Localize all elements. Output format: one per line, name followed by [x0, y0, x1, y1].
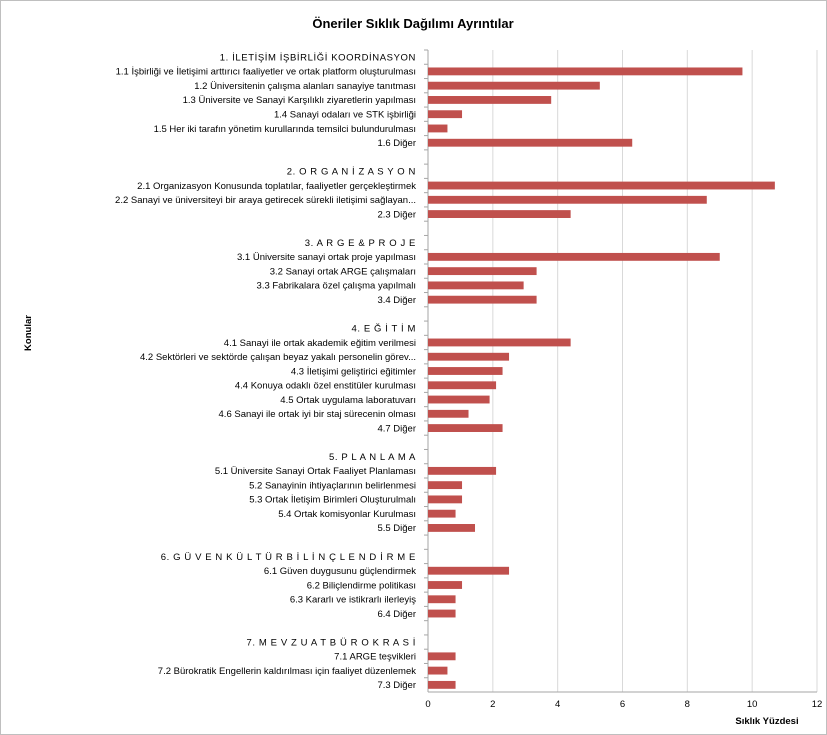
category-label: 5.4 Ortak komisyonlar Kurulması	[278, 509, 416, 520]
bar	[428, 680, 456, 689]
category-label: 7.1 ARGE teşvikleri	[334, 652, 416, 663]
bar	[428, 338, 571, 347]
category-label: 4.4 Konuya odaklı özel enstitüler kurulm…	[235, 381, 416, 392]
category-group-label: 7. M E V Z U A T B Ü R O K R A S İ	[247, 637, 416, 648]
x-axis-title: Sıklık Yüzdesi	[735, 716, 798, 727]
x-tick-label: 0	[425, 699, 430, 710]
category-label: 5.3 Ortak İletişim Birimleri Oluşturulma…	[249, 495, 416, 506]
category-label: 4.1 Sanayi ile ortak akademik eğitim ver…	[224, 338, 416, 349]
bar	[428, 267, 537, 276]
category-label: 1.1 İşbirliği ve İletişimi arttırıcı faa…	[116, 67, 416, 78]
y-axis-title: Konular	[23, 315, 34, 351]
category-label: 5.2 Sanayinin ihtiyaçlarının belirlenmes…	[249, 480, 416, 491]
category-label: 1.2 Üniversitenin çalışma alanları sanay…	[194, 81, 416, 92]
category-label: 2.2 Sanayi ve üniversiteyi bir araya get…	[115, 195, 416, 206]
bar	[428, 481, 463, 490]
bar	[428, 666, 448, 675]
category-label: 3.2 Sanayi ortak ARGE çalışmaları	[270, 266, 416, 277]
bar	[428, 124, 448, 133]
category-label: 5.1 Üniversite Sanayi Ortak Faaliyet Pla…	[215, 466, 416, 477]
category-label: 1.4 Sanayi odaları ve STK işbirliği	[274, 110, 416, 121]
category-label: 1.3 Üniversite ve Sanayi Karşılıklı ziya…	[183, 95, 416, 106]
bar	[428, 509, 456, 518]
category-label: 5.5 Diğer	[377, 523, 416, 534]
bars	[428, 67, 775, 689]
category-label: 7.2 Bürokratik Engellerin kaldırılması i…	[158, 666, 416, 677]
x-tick-label: 8	[685, 699, 690, 710]
category-label: 2.3 Diğer	[377, 209, 416, 220]
bar	[428, 566, 510, 575]
bar	[428, 381, 497, 390]
bar	[428, 138, 633, 147]
category-label: 6.1 Güven duygusunu güçlendirmek	[264, 566, 416, 577]
category-label: 6.2 Biliçlendirme politikası	[307, 580, 416, 591]
bar	[428, 295, 537, 304]
bar	[428, 96, 552, 104]
bar	[428, 281, 524, 290]
x-tick-label: 10	[747, 699, 758, 710]
bar	[428, 367, 503, 375]
category-label: 3.4 Diğer	[377, 295, 416, 306]
category-label: 1.6 Diğer	[377, 138, 416, 149]
bar	[428, 195, 707, 204]
bar	[428, 110, 463, 119]
category-labels: 1. İLETİŞİM İŞBİRLİĞİ KOORDİNASYON 1.1 İş…	[115, 52, 416, 691]
chart-title: Öneriler Sıklık Dağılımı Ayrıntılar	[312, 16, 513, 31]
category-label: 4.6 Sanayi ile ortak iyi bir staj sürece…	[219, 409, 416, 420]
bar	[428, 595, 456, 604]
category-group-label: 5. P L A N L A M A	[329, 452, 416, 463]
bar	[428, 466, 497, 475]
x-tick-label: 6	[620, 699, 625, 710]
category-label: 4.5 Ortak uygulama laboratuvarı	[280, 395, 416, 406]
x-tick-labels: 0 2 4 6 8 10 12	[425, 699, 822, 710]
category-label: 4.2 Sektörleri ve sektörde çalışan beyaz…	[140, 352, 416, 363]
category-group-label: 1. İLETİŞİM İŞBİRLİĞİ KOORDİNASYON	[220, 52, 416, 63]
bar	[428, 210, 571, 218]
category-group-label: 2. O R G A N İ Z A S Y O N	[287, 167, 416, 178]
category-label: 3.3 Fabrikalara özel çalışma yapılmalı	[257, 281, 416, 292]
bar	[428, 352, 510, 361]
x-tick-label: 2	[490, 699, 495, 710]
category-group-label: 6. G Ü V E N K Ü L T Ü R B İ L İ N Ç L E…	[161, 552, 416, 563]
category-label: 7.3 Diğer	[377, 680, 416, 691]
x-tick-label: 4	[555, 699, 560, 710]
category-label: 3.1 Üniversite sanayi ortak proje yapılm…	[237, 252, 416, 263]
bar	[428, 424, 503, 432]
bar	[428, 609, 456, 618]
bar	[428, 409, 469, 418]
x-tick-label: 12	[812, 699, 823, 710]
bar	[428, 252, 720, 261]
category-label: 4.7 Diğer	[377, 423, 416, 434]
category-label: 6.3 Kararlı ve istikrarlı ilerleyiş	[290, 595, 416, 606]
bar	[428, 524, 476, 532]
bar	[428, 81, 600, 90]
category-label: 6.4 Diğer	[377, 609, 416, 620]
bar	[428, 67, 743, 76]
bar	[428, 395, 490, 404]
category-group-label: 3. A R G E & P R O J E	[305, 238, 416, 249]
bar	[428, 581, 463, 589]
category-group-label: 4. E Ğ İ T İ M	[351, 324, 416, 335]
bar	[428, 181, 775, 190]
category-label: 2.1 Organizasyon Konusunda toplatılar, f…	[137, 181, 416, 192]
bar	[428, 652, 456, 661]
category-label: 4.3 İletişimi geliştirici eğitimler	[291, 366, 416, 377]
category-label: 1.5 Her iki tarafın yönetim kurullarında…	[154, 124, 416, 135]
bar	[428, 495, 463, 504]
